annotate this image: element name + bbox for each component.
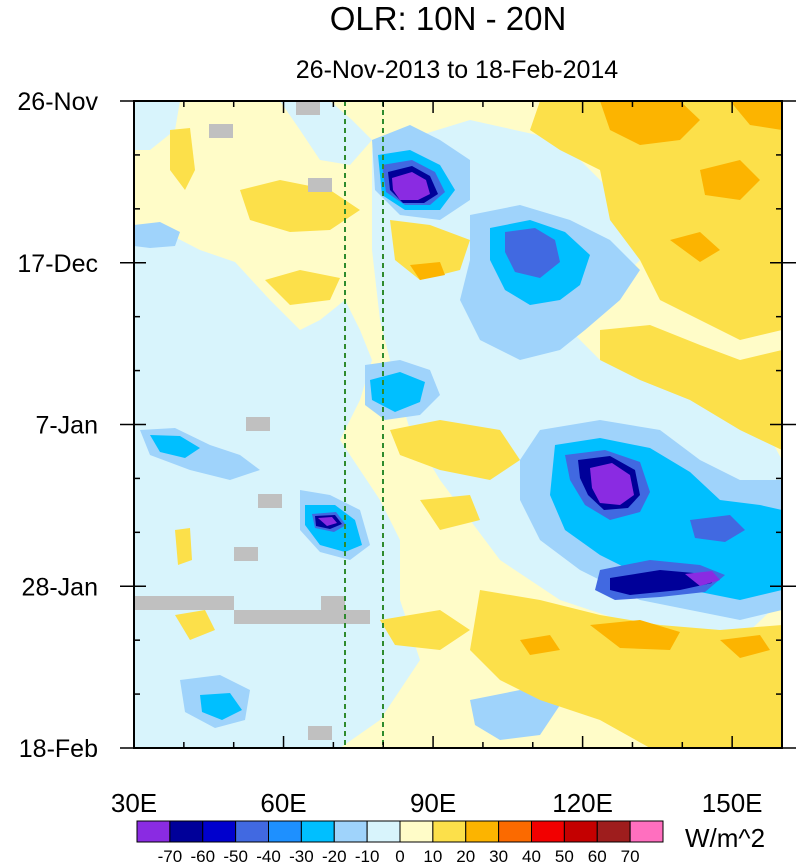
- colorbar-level-label: -30: [289, 847, 314, 863]
- yellow-region: [380, 610, 470, 650]
- orange-region: [410, 262, 445, 280]
- missing-data-block: [296, 101, 320, 115]
- colorbar-swatch: [596, 820, 631, 843]
- yellow-region: [175, 528, 192, 565]
- colorbar-level-label: 10: [423, 847, 442, 863]
- missing-data-blocks: [134, 101, 370, 740]
- colorbar: -70 -60 -50 -40 -30 -20 -10 0 10 20 30 40 50 60 70 W/m^…: [136, 820, 765, 863]
- chart-title: OLR: 10N - 20N: [330, 0, 567, 37]
- orange-region: [720, 635, 770, 658]
- x-tick-label: 120E: [552, 788, 613, 818]
- blue-20-region: [134, 222, 180, 248]
- missing-data-block: [308, 178, 332, 192]
- colorbar-level-label: 30: [489, 847, 508, 863]
- blue-40-region: [690, 515, 745, 542]
- blue-30-region: [200, 693, 242, 720]
- yellow-region: [390, 420, 520, 480]
- missing-data-block: [134, 596, 234, 610]
- orange-region: [590, 620, 680, 650]
- colorbar-swatch: [432, 820, 467, 843]
- orange-region: [700, 160, 760, 200]
- purple-core-region: [392, 172, 430, 200]
- colorbar-swatch: [563, 820, 598, 843]
- yellow-region: [170, 128, 195, 190]
- purple-core-region: [685, 571, 720, 586]
- colorbar-level-label: -10: [355, 847, 380, 863]
- light-blue-region: [280, 101, 372, 165]
- y-tick-label: 18-Feb: [19, 735, 98, 763]
- colorbar-level-label: 20: [456, 847, 475, 863]
- yellow-region: [530, 101, 782, 340]
- colorbar-level-label: -50: [223, 847, 248, 863]
- blue-60-region: [610, 570, 712, 595]
- colorbar-swatch: [498, 820, 532, 843]
- purple-core-region: [318, 517, 337, 526]
- missing-data-block: [308, 726, 332, 740]
- yellow-region: [175, 610, 215, 640]
- y-tick-label: 28-Jan: [22, 573, 98, 601]
- colorbar-level-label: 70: [621, 847, 640, 863]
- x-tick-label: 30E: [111, 788, 157, 818]
- colorbar-units: W/m^2: [685, 823, 765, 853]
- x-tick-label: 150E: [702, 788, 763, 818]
- x-tick-label: 90E: [410, 788, 456, 818]
- colorbar-level-label: 60: [588, 847, 607, 863]
- orange-region: [600, 101, 700, 145]
- colorbar-swatch: [235, 820, 269, 843]
- missing-data-block: [234, 547, 258, 561]
- colorbar-level-label: -70: [158, 847, 183, 863]
- yellow-region: [265, 270, 340, 305]
- yellow-region: [470, 590, 782, 748]
- colorbar-swatch: [136, 820, 171, 843]
- chart-subtitle: 26-Nov-2013 to 18-Feb-2014: [296, 56, 619, 84]
- missing-data-block: [234, 610, 370, 624]
- colorbar-level-label: -40: [256, 847, 281, 863]
- light-blue-region: [134, 101, 180, 150]
- orange-region: [730, 101, 782, 130]
- y-tick-label: 26-Nov: [17, 88, 98, 116]
- y-tick-label: 7-Jan: [35, 412, 98, 440]
- colorbar-swatch: [169, 820, 204, 843]
- missing-data-block: [321, 596, 345, 610]
- yellow-region: [240, 180, 360, 232]
- axes: 30E 60E 90E 120E 150E 26-Nov 17-Dec 7-Jan 28-Jan…: [17, 88, 796, 818]
- blue-40-region: [505, 228, 560, 278]
- colorbar-level-label: 40: [522, 847, 541, 863]
- colorbar-swatch: [629, 820, 664, 843]
- colorbar-level-label: 0: [395, 847, 404, 863]
- missing-data-block: [246, 417, 270, 431]
- colorbar-swatch: [202, 820, 237, 843]
- x-tick-label: 60E: [260, 788, 306, 818]
- plot-area: [134, 101, 782, 748]
- colorbar-swatch: [268, 820, 302, 843]
- missing-data-block: [209, 124, 233, 138]
- blue-20-region: [470, 690, 560, 740]
- colorbar-swatch: [300, 820, 335, 843]
- colorbar-swatch: [531, 820, 565, 843]
- orange-region: [670, 232, 720, 262]
- colorbar-level-label: 50: [555, 847, 574, 863]
- yellow-region: [600, 325, 782, 450]
- colorbar-swatch: [399, 820, 434, 843]
- missing-data-block: [258, 494, 282, 508]
- purple-core-region: [590, 463, 634, 505]
- colorbar-swatch: [333, 820, 368, 843]
- colorbar-swatch: [366, 820, 401, 843]
- blue-30-region: [150, 435, 200, 458]
- colorbar-level-label: -60: [190, 847, 215, 863]
- colorbar-level-label: -20: [322, 847, 347, 863]
- orange-region: [520, 635, 560, 655]
- y-tick-label: 17-Dec: [17, 250, 98, 278]
- yellow-region: [420, 495, 480, 530]
- colorbar-swatch: [465, 820, 500, 843]
